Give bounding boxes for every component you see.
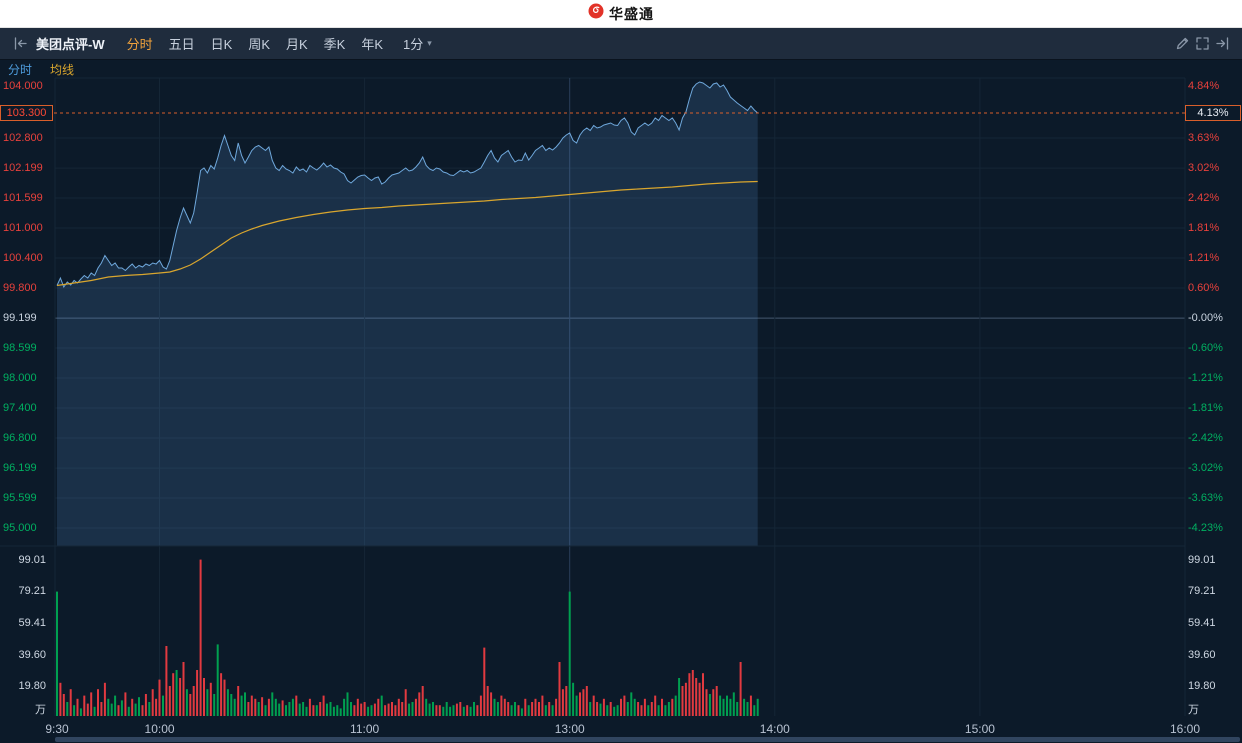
huasheng-logo-icon xyxy=(588,3,604,24)
tab-week-k[interactable]: 周K xyxy=(248,37,270,52)
period-label: 1分 xyxy=(403,37,424,52)
chevron-down-icon: ▾ xyxy=(427,38,432,48)
volume-axis-label: 19.80 xyxy=(1188,680,1216,693)
period-selector[interactable]: 1分 ▾ xyxy=(403,34,432,53)
volume-axis-label: 79.21 xyxy=(18,585,46,598)
fullscreen-icon[interactable] xyxy=(1192,34,1212,54)
volume-unit-label: 万 xyxy=(35,704,46,716)
price-axis-label: 98.599 xyxy=(3,342,37,355)
stock-title: 美团点评-W xyxy=(36,37,105,52)
time-label: 13:00 xyxy=(554,722,585,736)
pct-axis-label: 3.02% xyxy=(1188,162,1220,175)
pct-axis-label: 1.81% xyxy=(1188,222,1220,234)
brand-title: 华盛通 xyxy=(609,5,654,22)
legend-item-fenshi[interactable]: 分时 xyxy=(8,63,33,77)
collapse-panel-icon[interactable] xyxy=(10,34,30,54)
price-axis-label: 101.599 xyxy=(3,192,43,205)
pct-axis-label: -1.21% xyxy=(1188,372,1223,384)
volume-axis-label: 59.41 xyxy=(18,616,46,629)
pct-axis-label: 1.21% xyxy=(1188,252,1220,264)
price-axis-label: 96.199 xyxy=(3,462,37,475)
panel-right-icon[interactable] xyxy=(1212,34,1232,54)
chart-toolbar: 美团点评-W 分时 五日 日K 周K 月K 季K 年K 1分 ▾ xyxy=(0,28,1242,60)
time-label: 14:00 xyxy=(759,722,790,736)
pct-axis-label: 0.60% xyxy=(1188,282,1220,294)
price-axis-label: 101.000 xyxy=(3,222,43,234)
price-axis-label: 99.199 xyxy=(3,312,37,325)
pct-axis-label: -2.42% xyxy=(1188,432,1223,444)
volume-axis-label: 79.21 xyxy=(1188,585,1216,598)
time-label: 10:00 xyxy=(144,722,175,736)
current-price-tag: 103.300 xyxy=(0,105,53,121)
time-label: 9:30 xyxy=(45,722,69,736)
horizontal-scrollbar[interactable] xyxy=(55,737,1240,742)
tab-day-k[interactable]: 日K xyxy=(210,37,233,52)
time-label: 16:00 xyxy=(1169,722,1201,736)
volume-unit-label: 万 xyxy=(1188,704,1199,716)
pct-axis-label: -4.23% xyxy=(1188,522,1223,534)
tab-year-k[interactable]: 年K xyxy=(361,37,383,52)
pct-axis-label: 4.84% xyxy=(1188,80,1220,92)
pct-axis-label: 3.63% xyxy=(1188,132,1220,144)
edit-icon[interactable] xyxy=(1172,34,1192,54)
time-axis: 9:30 10:00 11:00 13:00 14:00 15:00 16:00 xyxy=(0,722,1242,738)
chart-legend: 分时 均线 xyxy=(8,61,74,77)
tab-month-k[interactable]: 月K xyxy=(285,37,308,52)
price-axis-label: 100.400 xyxy=(3,252,43,264)
volume-axis-label: 39.60 xyxy=(1188,648,1216,661)
tab-five-day[interactable]: 五日 xyxy=(168,37,195,52)
pct-axis-label: -0.00% xyxy=(1188,312,1223,325)
pct-axis-label: -1.81% xyxy=(1188,402,1223,414)
volume-axis-label: 39.60 xyxy=(18,648,46,661)
price-axis-label: 102.800 xyxy=(3,132,43,144)
volume-axis-label: 99.01 xyxy=(18,553,46,566)
volume-axis-label: 59.41 xyxy=(1188,616,1216,629)
price-axis-label: 97.400 xyxy=(3,402,37,414)
price-axis-label: 95.599 xyxy=(3,492,37,505)
price-axis-label: 104.000 xyxy=(3,80,43,92)
time-label: 15:00 xyxy=(964,722,995,736)
pct-axis-label: 2.42% xyxy=(1188,192,1220,205)
volume-axis-label: 99.01 xyxy=(1188,553,1216,566)
price-axis-label: 102.199 xyxy=(3,162,43,175)
price-axis-label: 96.800 xyxy=(3,432,37,444)
app-header: 华盛通 xyxy=(0,0,1242,28)
pct-axis-label: -0.60% xyxy=(1188,342,1223,355)
price-axis-label: 99.800 xyxy=(3,282,37,294)
tab-fenshi[interactable]: 分时 xyxy=(126,37,153,52)
price-axis-label: 95.000 xyxy=(3,522,37,534)
volume-axis-label: 19.80 xyxy=(18,680,46,693)
current-change-tag: 4.13% xyxy=(1185,105,1241,121)
pct-axis-label: -3.63% xyxy=(1188,492,1223,505)
legend-item-junxian[interactable]: 均线 xyxy=(50,63,75,77)
tab-quarter-k[interactable]: 季K xyxy=(323,37,346,52)
time-label: 11:00 xyxy=(350,722,380,736)
pct-axis-label: -3.02% xyxy=(1188,462,1223,475)
price-axis-label: 98.000 xyxy=(3,372,37,384)
